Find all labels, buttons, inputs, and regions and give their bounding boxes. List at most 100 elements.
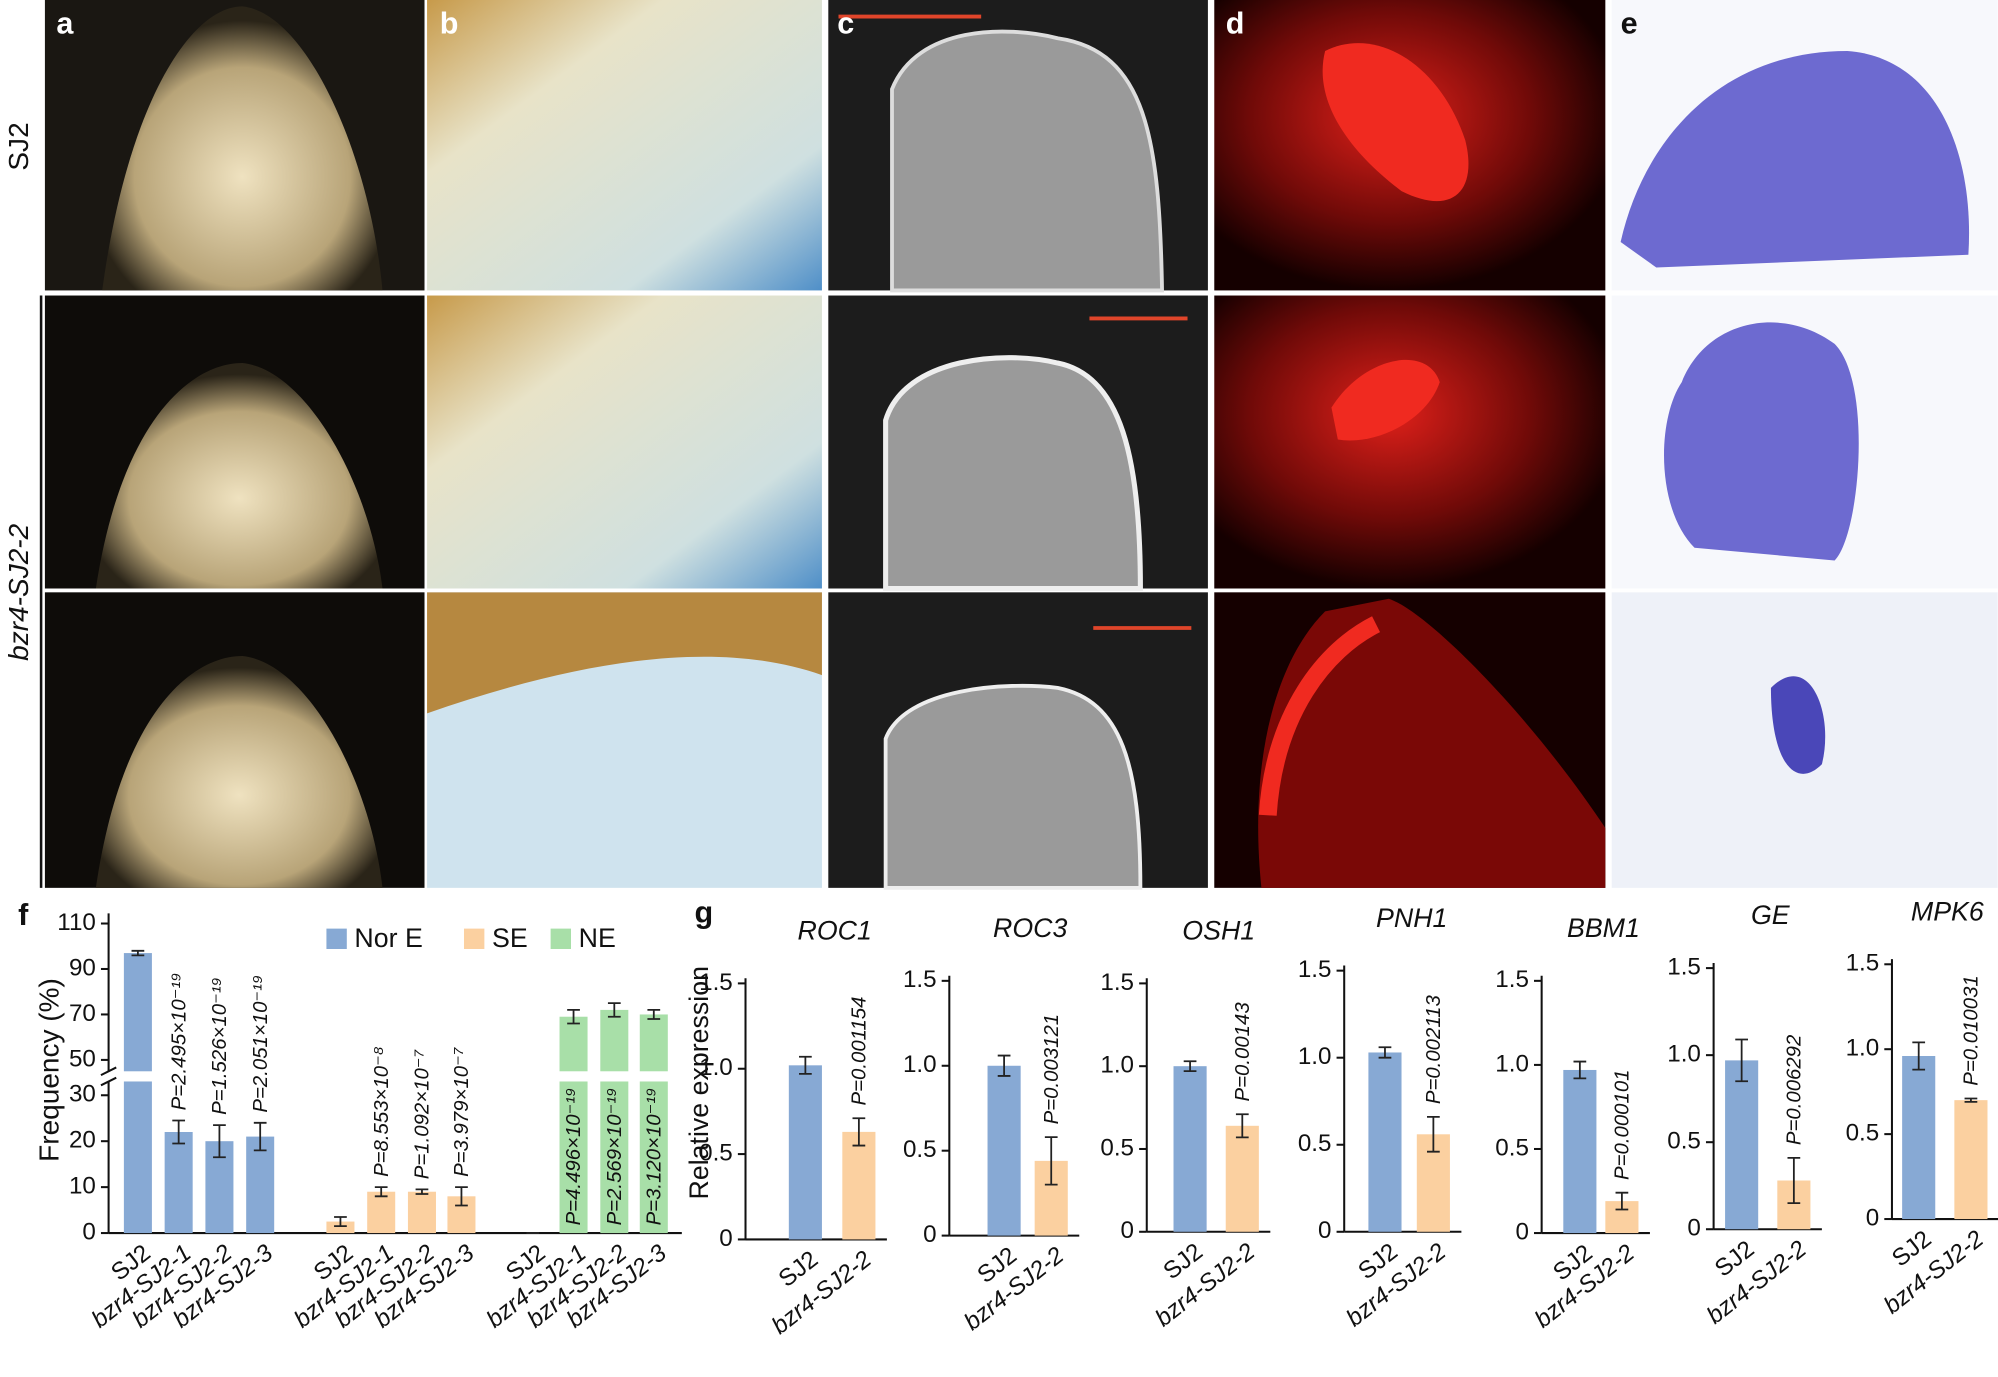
- panel-label: g: [695, 896, 714, 930]
- y-tick-label: 0: [719, 1225, 732, 1252]
- bar: [123, 953, 152, 1072]
- bar: [1902, 1055, 1936, 1220]
- bar: [1563, 1069, 1597, 1234]
- legend-label: SE: [492, 923, 528, 953]
- legend-swatch: [463, 928, 485, 949]
- bar: [1368, 1052, 1402, 1232]
- error-bar: [455, 1186, 468, 1207]
- y-tick-label: 0: [82, 1218, 95, 1245]
- y-tick-label: 0.5: [1100, 1134, 1134, 1161]
- error-bar: [607, 1002, 621, 1018]
- error-bar: [647, 1009, 661, 1020]
- y-tick-label: 0.5: [1667, 1128, 1701, 1155]
- p-value: P=8.553×10⁻⁸: [371, 1046, 393, 1177]
- bar: [559, 1081, 588, 1234]
- row-3: [44, 592, 1998, 890]
- photo-panels: a b c d e SJ2 bzr4-SJ2-2: [3, 0, 1998, 890]
- error-bar: [415, 1188, 429, 1195]
- error-bar: [1615, 1191, 1629, 1211]
- y-tick-label: 30: [69, 1081, 96, 1108]
- y-tick-label: 1.0: [699, 1054, 733, 1081]
- y-tick-label: 1.5: [1495, 966, 1529, 993]
- y-tick-label: 110: [57, 909, 96, 936]
- x-tick-label: bzr4-SJ2-2: [1150, 1238, 1260, 1332]
- y-tick-label: 0: [1121, 1217, 1134, 1244]
- y-tick-label: 1.0: [1298, 1043, 1332, 1070]
- bar: [639, 1014, 668, 1072]
- panel-label: f: [18, 898, 29, 932]
- row-2: [44, 295, 1998, 592]
- row-label: SJ2: [3, 122, 34, 170]
- axis-break: [100, 1066, 117, 1077]
- y-tick-label: 0: [1687, 1215, 1700, 1242]
- y-tick-label: 1.5: [1100, 969, 1134, 996]
- bar: [600, 1009, 629, 1072]
- error-bar: [374, 1186, 388, 1198]
- bar: [1725, 1060, 1759, 1230]
- bar: [559, 1016, 588, 1072]
- error-bar: [1964, 1097, 1978, 1103]
- bar: [326, 1221, 355, 1234]
- bar: [987, 1065, 1021, 1236]
- x-tick-label: bzr4-SJ2-2: [767, 1245, 877, 1339]
- legend-label: Nor E: [354, 923, 422, 953]
- y-tick-label: 0.5: [1298, 1130, 1332, 1157]
- bar: [407, 1191, 436, 1234]
- chart-title: BBM1: [1567, 913, 1640, 943]
- row-label: bzr4-SJ2-2: [3, 523, 34, 660]
- y-tick-label: 0: [923, 1221, 936, 1248]
- y-tick-label: 1.5: [903, 966, 937, 993]
- y-tick-label: 0.5: [1495, 1134, 1529, 1161]
- error-bar: [1787, 1156, 1801, 1205]
- error-bar: [1235, 1113, 1249, 1139]
- y-tick-label: 1.0: [1846, 1035, 1880, 1062]
- y-tick-label: 1.5: [1667, 953, 1701, 980]
- bar: [367, 1191, 396, 1234]
- p-value: P=0.000101: [1612, 1069, 1634, 1179]
- y-tick-label: 90: [69, 954, 96, 981]
- p-value: P=3.979×10⁻⁷: [451, 1047, 473, 1177]
- bar: [1954, 1100, 1988, 1220]
- panel-label: a: [56, 7, 74, 41]
- error-bar: [567, 1009, 580, 1025]
- error-bar: [131, 949, 145, 957]
- y-tick-label: 0: [1318, 1217, 1331, 1244]
- panel-label: d: [1226, 7, 1245, 41]
- y-tick-label: 1.0: [903, 1051, 937, 1078]
- error-bar: [997, 1054, 1011, 1077]
- chart-title: OSH1: [1182, 915, 1255, 945]
- p-value: P=1.092×10⁻⁷: [412, 1049, 434, 1179]
- y-axis-label: Relative expression: [684, 966, 714, 1199]
- panel-label: e: [1621, 7, 1638, 41]
- y-tick-label: 10: [69, 1173, 96, 1200]
- y-tick-label: 0: [1866, 1204, 1879, 1231]
- y-axis-label: Frequency (%): [34, 978, 65, 1162]
- p-value: P=0.006292: [1784, 1034, 1806, 1145]
- p-value: P=0.010031: [1961, 975, 1983, 1085]
- chart-title: ROC1: [798, 915, 872, 945]
- panel-label: c: [837, 7, 854, 41]
- p-value: P=0.003121: [1041, 1014, 1063, 1124]
- error-bar: [1044, 1136, 1058, 1186]
- bar: [600, 1081, 629, 1234]
- p-value: P=3.120×10⁻¹⁹: [643, 1088, 665, 1226]
- chart-title: ROC3: [993, 913, 1067, 943]
- p-value: P=4.496×10⁻¹⁹: [563, 1088, 585, 1226]
- p-value: P=0.001154: [849, 997, 871, 1106]
- y-tick-label: 70: [69, 1000, 96, 1027]
- bar: [123, 1081, 152, 1234]
- y-tick-label: 0: [1515, 1218, 1528, 1245]
- y-tick-label: 1.5: [1298, 956, 1332, 983]
- y-tick-label: 1.0: [1100, 1052, 1134, 1079]
- chart-title: GE: [1751, 900, 1791, 930]
- panel-label: b: [440, 7, 459, 41]
- chart-title: MPK6: [1911, 896, 1984, 926]
- y-tick-label: 50: [69, 1045, 96, 1072]
- error-bar: [852, 1117, 866, 1147]
- error-bar: [1183, 1060, 1197, 1073]
- y-tick-label: 0.5: [1846, 1120, 1880, 1147]
- y-tick-label: 1.5: [699, 969, 733, 996]
- x-tick-label: bzr4-SJ2-2: [1879, 1225, 1989, 1319]
